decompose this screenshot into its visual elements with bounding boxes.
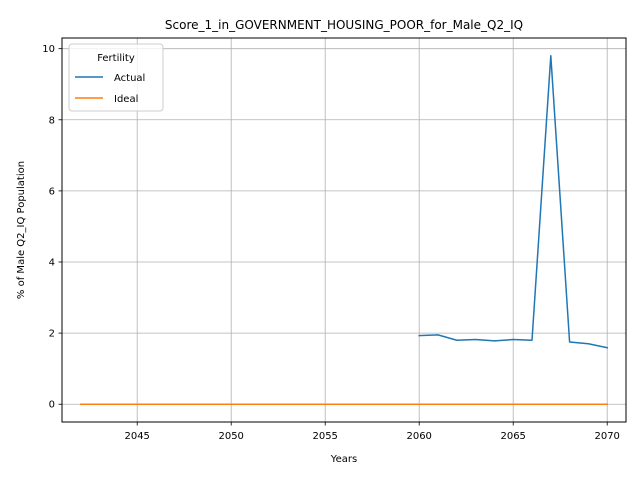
x-axis: 2045 2050 2055 2060 2065 2070 xyxy=(124,422,620,442)
series-line-actual xyxy=(418,55,609,349)
legend-label-ideal: Ideal xyxy=(114,94,138,105)
series-group xyxy=(80,55,609,405)
y-tick-label: 10 xyxy=(42,44,55,55)
y-tick-label: 8 xyxy=(49,115,55,126)
x-tick-label: 2050 xyxy=(218,431,243,442)
x-tick-label: 2045 xyxy=(124,431,149,442)
y-tick-label: 6 xyxy=(49,186,55,197)
x-tick-label: 2060 xyxy=(406,431,431,442)
x-tick-label: 2055 xyxy=(312,431,337,442)
x-axis-label: Years xyxy=(330,454,357,465)
y-axis: 0 2 4 6 8 10 xyxy=(42,44,62,411)
y-tick-label: 4 xyxy=(49,258,55,269)
plot-frame xyxy=(61,37,627,423)
grid xyxy=(62,38,626,422)
y-axis-label: % of Male Q2_IQ Population xyxy=(16,161,27,299)
legend-label-actual: Actual xyxy=(114,73,145,84)
legend-box xyxy=(68,43,164,112)
x-tick-label: 2065 xyxy=(500,431,525,442)
x-tick-label: 2070 xyxy=(594,431,619,442)
legend-title: Fertility xyxy=(97,53,135,64)
legend: Fertility Actual Ideal xyxy=(68,43,164,112)
y-tick-label: 2 xyxy=(49,329,55,340)
y-tick-label: 0 xyxy=(49,400,55,411)
chart-title: Score_1_in_GOVERNMENT_HOUSING_POOR_for_M… xyxy=(165,18,523,32)
